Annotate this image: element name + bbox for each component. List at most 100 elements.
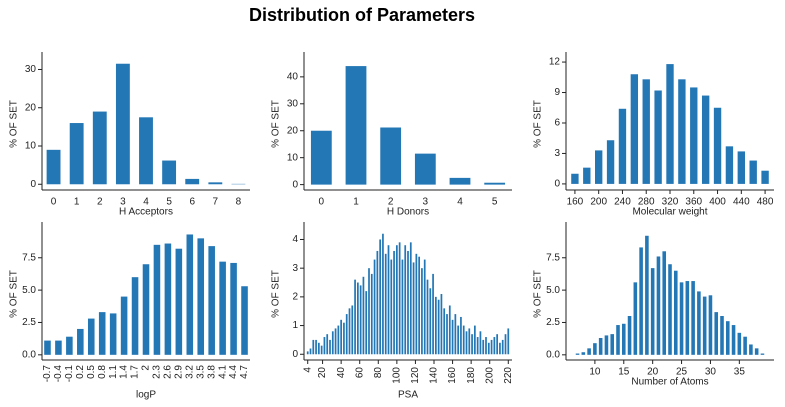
bar (598, 338, 603, 355)
x-tick-label: 30 (705, 367, 717, 378)
x-tick-label: 40 (336, 367, 347, 379)
bar (487, 342, 490, 355)
bar (401, 259, 404, 355)
bar (606, 140, 615, 184)
bar (616, 325, 620, 355)
bar (627, 316, 632, 355)
bar (331, 331, 334, 355)
x-tick-label: 1.4 (119, 365, 130, 379)
x-tick-label: 10 (589, 367, 601, 378)
bar (708, 295, 713, 355)
bar (365, 291, 368, 355)
x-tick-label: 3.5 (195, 365, 206, 379)
x-tick-label: 240 (614, 197, 631, 208)
bar (186, 234, 194, 355)
y-tick-label: 0 (554, 179, 560, 190)
x-tick-label: 8 (236, 197, 242, 208)
bar (334, 328, 337, 355)
bar (415, 253, 418, 355)
bar (142, 264, 150, 355)
bar (315, 339, 317, 355)
bar (407, 250, 409, 355)
bar (448, 305, 451, 355)
y-tick-label: 3 (554, 148, 560, 159)
bar (356, 282, 359, 355)
bar (219, 261, 226, 355)
y-tick-label: 10 (287, 152, 299, 163)
bar (685, 281, 690, 355)
bar (46, 149, 61, 185)
y-tick-label: 1 (292, 320, 298, 331)
x-tick-label: 20 (647, 367, 659, 378)
bar (451, 319, 454, 355)
x-tick-label: 4 (457, 197, 463, 208)
bar (690, 87, 698, 184)
bar (457, 325, 460, 355)
bar (618, 108, 627, 184)
bar (701, 95, 710, 184)
x-tick-label: 440 (733, 197, 750, 208)
bar (484, 182, 506, 185)
x-tick-label: -0.7 (42, 365, 53, 383)
bar (610, 334, 615, 355)
x-tick-label: 1.7 (130, 365, 141, 379)
bar (499, 342, 501, 355)
y-tick-label: 2.5 (546, 317, 560, 328)
bar (197, 238, 205, 355)
x-axis-label: H Acceptors (119, 207, 173, 218)
bar (337, 325, 340, 355)
bar (241, 286, 248, 355)
bar (69, 123, 84, 185)
x-tick-label: 140 (429, 367, 440, 384)
x-tick-label: 80 (373, 367, 384, 379)
bar (621, 323, 626, 355)
x-tick-label: 0.2 (75, 365, 86, 379)
x-tick-label: 4 (143, 197, 149, 208)
bar (697, 291, 701, 355)
bar (320, 345, 323, 355)
bar (454, 314, 457, 355)
bar (376, 250, 379, 355)
x-tick-label: 0.5 (86, 365, 97, 379)
bar (92, 111, 107, 185)
bar (373, 259, 376, 355)
bar (604, 335, 609, 355)
bar (379, 239, 382, 355)
bar (370, 273, 373, 355)
x-tick-label: 2.9 (173, 365, 184, 379)
bar (662, 251, 667, 355)
bar (678, 79, 686, 184)
y-tick-label: 3 (292, 263, 298, 274)
y-tick-label: 0.0 (22, 349, 36, 360)
x-tick-label: 400 (709, 197, 726, 208)
bar (749, 160, 757, 184)
bar (679, 282, 684, 355)
bar (443, 308, 446, 355)
y-tick-label: 5.0 (546, 285, 560, 296)
x-tick-label: 280 (638, 197, 655, 208)
x-tick-label: 200 (484, 367, 495, 384)
bar (153, 244, 161, 355)
x-tick-label: 4 (302, 367, 313, 373)
y-tick-label: 7.5 (546, 252, 560, 263)
bar (348, 308, 351, 355)
x-tick-label: 0.8 (97, 365, 108, 379)
bar (593, 343, 597, 355)
x-tick-label: 2 (388, 197, 394, 208)
bar (482, 339, 485, 355)
bar (343, 322, 345, 355)
bar (434, 296, 437, 355)
y-tick-label: 0.0 (546, 349, 560, 360)
x-axis-label: Molecular weight (632, 207, 707, 218)
y-axis-label: % OF SET (533, 270, 544, 318)
x-tick-label: 1 (74, 197, 80, 208)
bar (310, 130, 332, 185)
bar (595, 150, 603, 184)
y-axis-label: % OF SET (271, 270, 282, 318)
bar (175, 248, 183, 355)
bar (115, 63, 130, 185)
bar (162, 160, 177, 185)
bar (460, 316, 462, 355)
bar (426, 279, 429, 355)
